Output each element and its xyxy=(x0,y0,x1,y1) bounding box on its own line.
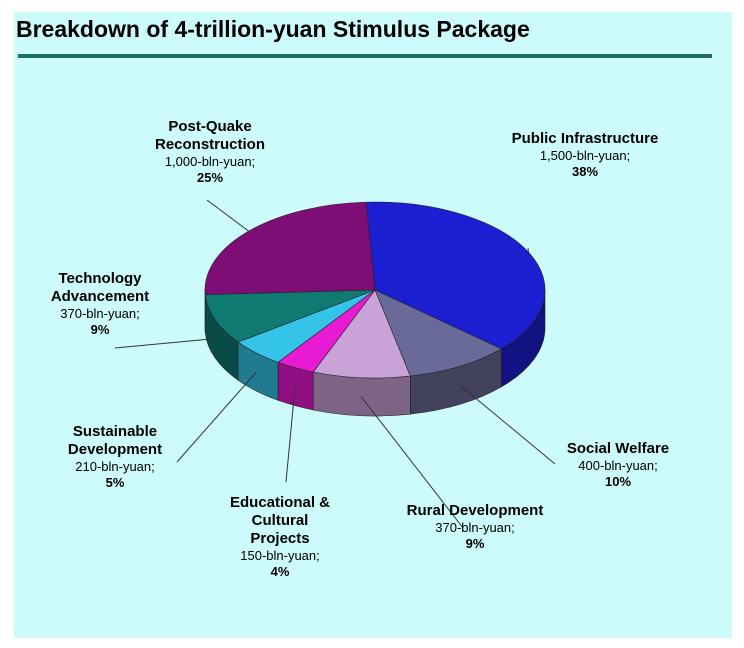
leader-line-educational-cultural-projects xyxy=(285,386,296,483)
leader-line-post-quake-reconstruction xyxy=(206,199,249,232)
label-percent: 38% xyxy=(571,163,599,179)
label-percent: 10% xyxy=(604,473,632,489)
leader-line-social-welfare xyxy=(459,384,556,465)
label-name-line-2: Development xyxy=(67,441,163,458)
label-technology-advancement: Technology Advancement 370-bln-yuan; 9% xyxy=(30,270,170,337)
label-name-line-1: Sustainable xyxy=(72,423,158,440)
label-name-line-1: Post-Quake xyxy=(168,118,252,135)
label-social-welfare: Social Welfare 400-bln-yuan; 10% xyxy=(548,440,688,489)
label-name: Rural Development xyxy=(406,502,544,519)
label-name: Public Infrastructure xyxy=(511,130,659,147)
label-amount: 1,500-bln-yuan; xyxy=(539,148,631,163)
pie-slice-social-welfare xyxy=(374,289,502,377)
leader-line-sustainable-development xyxy=(176,371,257,463)
label-amount: 370-bln-yuan; xyxy=(435,520,515,535)
pie-slice-rural-development xyxy=(312,289,411,379)
pie-slice-post-quake-reconstruction xyxy=(204,201,376,295)
label-percent: 25% xyxy=(196,169,224,185)
pie-top xyxy=(204,201,546,379)
title-underline xyxy=(18,54,712,58)
label-name-line-2: Reconstruction xyxy=(154,136,265,153)
label-educational-cultural-projects: Educational & Cultural Projects 150-bln-… xyxy=(210,494,350,579)
label-name-line-1: Technology xyxy=(58,270,142,287)
pie-side-rural-development xyxy=(312,371,411,417)
label-amount: 370-bln-yuan; xyxy=(60,306,140,321)
leader-line-technology-advancement xyxy=(114,338,215,349)
label-public-infrastructure: Public Infrastructure 1,500-bln-yuan; 38… xyxy=(510,130,660,179)
label-amount: 1,000-bln-yuan; xyxy=(164,154,256,169)
label-post-quake-reconstruction: Post-Quake Reconstruction 1,000-bln-yuan… xyxy=(140,118,280,185)
chart-title: Breakdown of 4-trillion-yuan Stimulus Pa… xyxy=(16,16,530,42)
label-rural-development: Rural Development 370-bln-yuan; 9% xyxy=(400,502,550,551)
label-name-line-3: Projects xyxy=(250,530,310,547)
label-amount: 210-bln-yuan; xyxy=(75,459,155,474)
label-name: Social Welfare xyxy=(566,440,670,457)
label-sustainable-development: Sustainable Development 210-bln-yuan; 5% xyxy=(45,423,185,490)
leader-lines xyxy=(114,199,556,529)
label-amount: 400-bln-yuan; xyxy=(578,458,658,473)
label-percent: 4% xyxy=(270,563,290,579)
label-name-line-1: Educational & xyxy=(229,494,330,511)
leader-line-rural-development xyxy=(360,396,464,529)
label-amount: 150-bln-yuan; xyxy=(240,548,320,563)
pie-slice-public-infrastructure xyxy=(365,201,546,350)
label-percent: 5% xyxy=(105,474,125,490)
label-name-line-2: Advancement xyxy=(50,288,150,305)
pie-slice-technology-advancement xyxy=(204,289,376,343)
pie-side-walls xyxy=(204,289,546,417)
label-name-line-2: Cultural xyxy=(251,512,309,529)
label-percent: 9% xyxy=(465,535,485,551)
label-percent: 9% xyxy=(90,321,110,337)
